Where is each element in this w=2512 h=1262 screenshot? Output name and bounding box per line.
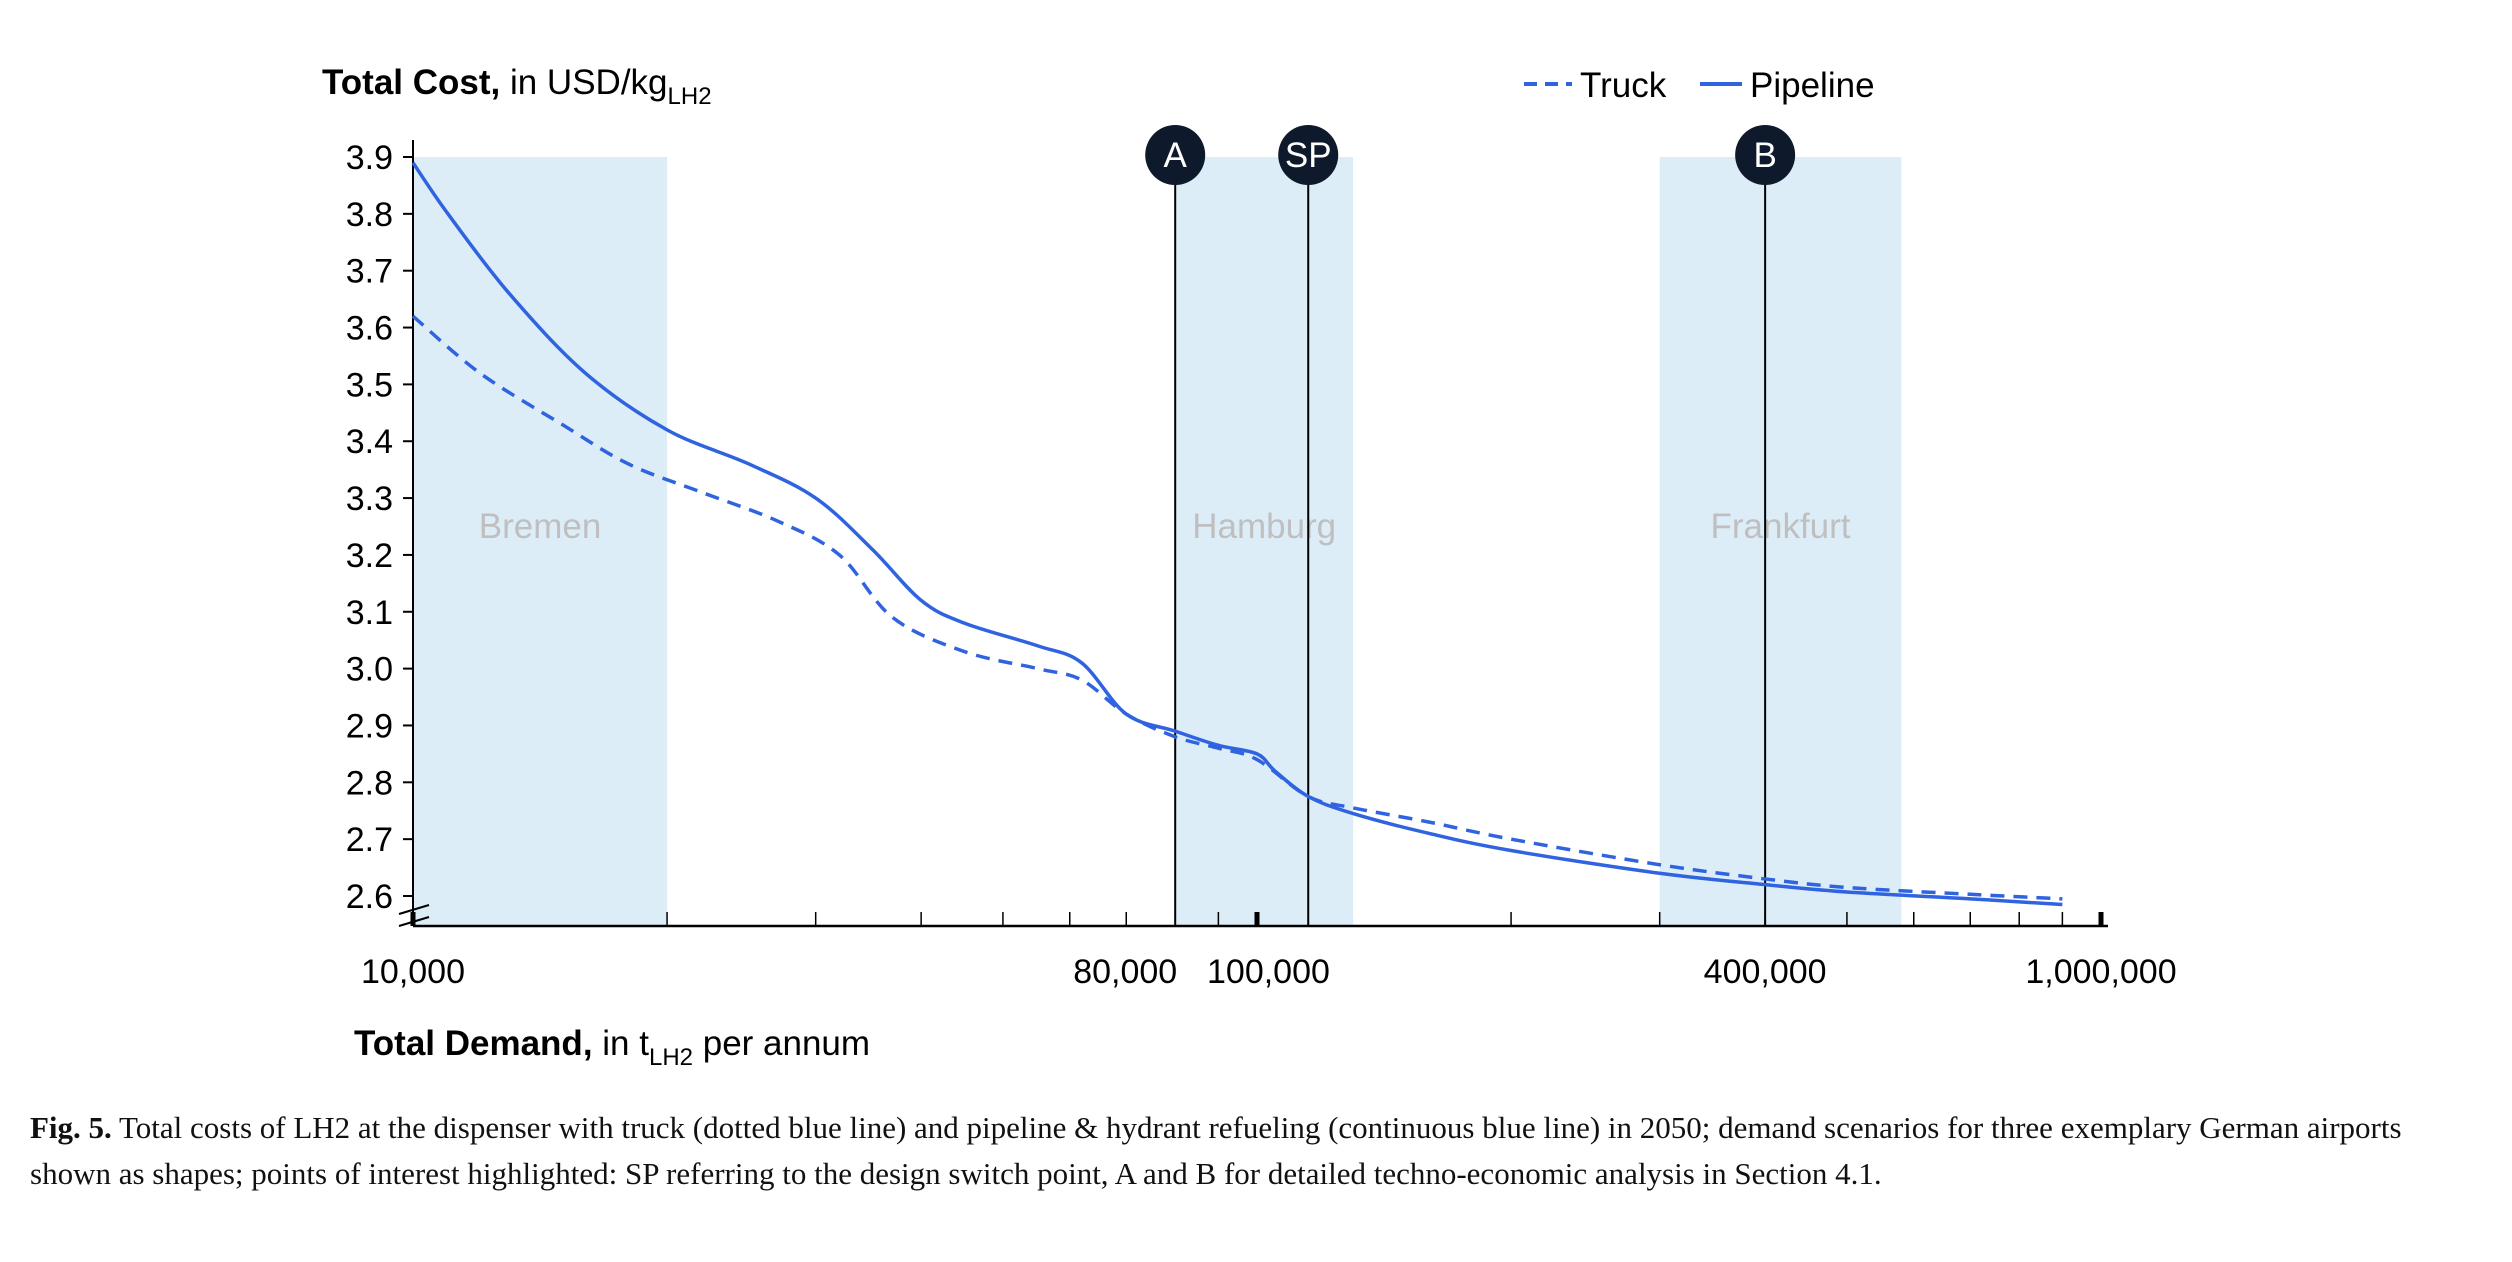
markers-layer: A SP B: [1145, 125, 1796, 926]
y-tick-label: 3.1: [346, 594, 393, 632]
region-bremen: [413, 157, 668, 926]
figure-label: Fig. 5.: [30, 1110, 112, 1145]
figure-caption: Fig. 5. Total costs of LH2 at the dispen…: [30, 1105, 2490, 1197]
y-tick-label: 3.0: [346, 651, 393, 689]
y-tick-label: 2.8: [346, 764, 393, 802]
region-frankfurt: [1659, 157, 1902, 926]
regions-layer: Bremen Hamburg Frankfurt: [413, 157, 1902, 926]
region-label-frankfurt: Frankfurt: [1710, 507, 1850, 546]
y-tick-label: 3.9: [346, 139, 393, 177]
y-tick-label: 3.6: [346, 310, 393, 348]
x-tick-label: 100,000: [1207, 953, 1330, 991]
region-hamburg: [1175, 157, 1354, 926]
y-tick-label: 2.6: [346, 878, 393, 916]
x-axis-title: Total Demand, in tLH2 per annum: [354, 1024, 870, 1071]
y-tick-label: 2.7: [346, 821, 393, 859]
x-tick-label: 10,000: [361, 953, 465, 991]
series-layer: [411, 161, 2063, 907]
x-tick-label: 1,000,000: [2025, 953, 2176, 991]
y-tick-label: 2.9: [346, 707, 393, 745]
y-axis-title: Total Cost, in USD/kgLH2: [322, 63, 712, 110]
marker-badge-sp: [1278, 125, 1339, 185]
marker-label-a: A: [1164, 136, 1188, 175]
marker-label-b: B: [1753, 136, 1776, 175]
legend-pipeline-label: Pipeline: [1750, 66, 1875, 105]
y-tick-label: 3.3: [346, 480, 393, 518]
axis-break-mark: [398, 904, 430, 915]
y-tick-label: 3.4: [346, 423, 393, 461]
ticks-layer: 3.9 3.8 3.7 3.6 3.5 3.4 3.3 3.2 3.1 3.0 2.9 2.8 2.7 2…: [346, 139, 2177, 991]
x-tick-label: 400,000: [1704, 953, 1827, 991]
legend: Truck Pipeline: [1524, 66, 1875, 105]
series-line-truck: [411, 314, 2063, 901]
series-line-pipeline: [411, 161, 2063, 907]
caption-text: Total costs of LH2 at the dispenser with…: [30, 1110, 2402, 1191]
x-tick-label: 80,000: [1073, 953, 1177, 991]
y-tick-label: 3.8: [346, 196, 393, 234]
y-tick-label: 3.2: [346, 537, 393, 575]
region-label-hamburg: Hamburg: [1192, 507, 1336, 546]
legend-truck-label: Truck: [1580, 66, 1667, 105]
marker-badge-b: [1735, 125, 1796, 185]
marker-badge-a: [1145, 125, 1206, 185]
region-label-bremen: Bremen: [479, 507, 602, 546]
marker-label-sp: SP: [1285, 136, 1332, 175]
cost-demand-chart: Bremen Hamburg Frankfurt A SP B 3.9 3.8 3.7 3.6…: [322, 63, 2177, 1071]
y-tick-label: 3.7: [346, 253, 393, 291]
y-tick-label: 3.5: [346, 366, 393, 404]
